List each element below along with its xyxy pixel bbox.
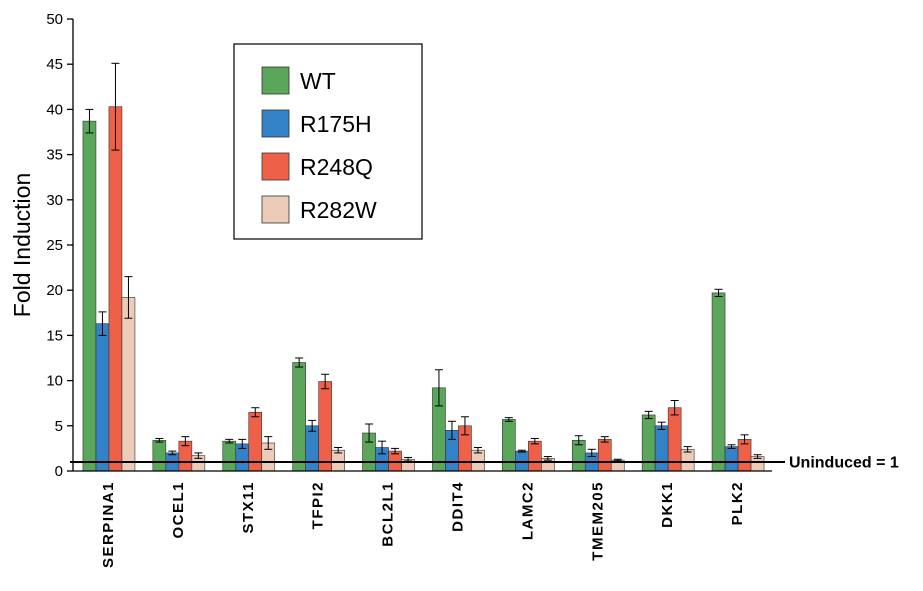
x-tick-label: SERPINA1 — [100, 481, 117, 568]
x-tick-label: DKK1 — [659, 481, 676, 528]
bars — [82, 62, 765, 472]
bar-tmem205-r248q — [597, 439, 612, 472]
x-tick-label: LAMC2 — [519, 481, 536, 540]
y-tick-label: 45 — [46, 56, 63, 73]
y-tick-label: 5 — [55, 418, 63, 435]
y-tick-label: 25 — [46, 237, 63, 254]
y-tick-label: 0 — [55, 463, 63, 480]
bar-plk2-wt — [711, 292, 726, 472]
bar-dkk1-r282w — [680, 449, 695, 472]
legend-swatch-r248q — [261, 152, 290, 181]
y-tick-label: 40 — [46, 101, 63, 118]
legend-label-r175h: R175H — [300, 111, 372, 137]
y-tick-label: 50 — [46, 11, 63, 28]
bar-lamc2-r248q — [528, 440, 542, 472]
y-tick-label: 10 — [46, 373, 63, 390]
baseline-label: Uninduced = 1 — [789, 454, 899, 471]
bar-tfpi2-wt — [292, 362, 306, 472]
legend-label-r282w: R282W — [300, 197, 377, 223]
bar-serpina1-wt — [82, 120, 97, 472]
x-tick-label: OCEL1 — [170, 481, 187, 539]
y-tick-label: 30 — [46, 192, 63, 209]
x-tick-label: BCL2L1 — [380, 481, 397, 547]
x-tick-label: STX11 — [240, 481, 257, 534]
bar-plk2-r175h — [724, 446, 739, 472]
legend-swatch-r175h — [261, 109, 290, 138]
x-tick-label: PLK2 — [729, 481, 746, 525]
bar-lamc2-wt — [502, 419, 516, 472]
bar-ocel1-wt — [152, 439, 167, 472]
bar-serpina1-r175h — [95, 323, 110, 472]
legend: WT R175H R248Q R282W — [233, 43, 423, 240]
y-axis-label: Fold Induction — [9, 173, 35, 317]
legend-swatch-wt — [261, 66, 290, 95]
y-tick-label: 20 — [46, 282, 63, 299]
bar-tfpi2-r248q — [318, 381, 332, 472]
x-axis: SERPINA1 OCEL1 STX11 TFPI2 BCL2L1 DDIT4 LAMC2 T… — [73, 470, 772, 568]
bar-stx11-wt — [222, 440, 237, 472]
y-tick-label: 15 — [46, 327, 63, 344]
x-tick-label: TFPI2 — [310, 481, 327, 529]
bar-tfpi2-r175h — [305, 425, 319, 472]
y-axis: 0 5 10 15 20 25 30 35 40 45 50 — [46, 11, 74, 480]
bar-serpina1-r282w — [121, 297, 136, 472]
legend-swatch-r282w — [261, 195, 290, 224]
y-tick-label: 35 — [46, 147, 63, 164]
bar-serpina1-r248q — [108, 106, 123, 472]
baseline: Uninduced = 1 — [70, 454, 899, 471]
x-tick-label: DDIT4 — [449, 481, 466, 532]
x-tick-label: TMEM205 — [589, 481, 606, 561]
bar-dkk1-r175h — [654, 425, 669, 472]
legend-label-r248q: R248Q — [300, 154, 373, 180]
legend-label-wt: WT — [300, 68, 336, 94]
